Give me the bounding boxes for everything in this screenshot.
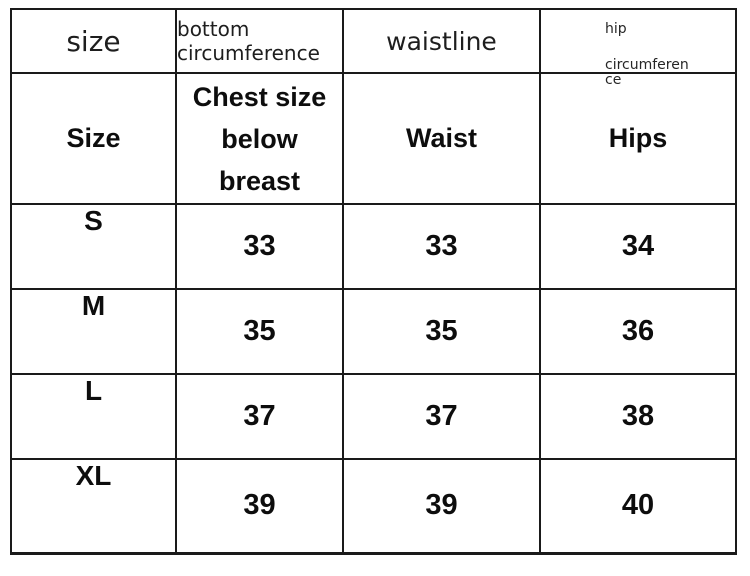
header-hips: Hips	[539, 72, 737, 205]
header-chest-line-1: Chest size	[192, 81, 327, 112]
chest-value-cell: 33	[175, 203, 344, 290]
waist-value-cell: 37	[342, 373, 541, 460]
header-waist: Waist	[342, 72, 541, 205]
circumference-word: circumference	[605, 57, 689, 88]
translated-header-bottom-circumference: bottom circumference	[175, 8, 344, 74]
waist-value-cell: 33	[342, 203, 541, 290]
header-chest-line-2: below	[221, 123, 298, 154]
table-row-l: L 37 37 38	[10, 373, 737, 460]
chest-value-cell: 39	[175, 458, 344, 555]
size-label-cell: L	[10, 373, 177, 460]
header-size: Size	[10, 72, 177, 205]
hip-word: hip	[605, 21, 627, 37]
translated-header-row: size bottom circumference waistline hip …	[10, 8, 737, 88]
hip-circumference-text: hip circumference	[605, 21, 725, 88]
chest-value-cell: 35	[175, 288, 344, 375]
waist-value-cell: 35	[342, 288, 541, 375]
header-chest: Chest size below breast	[175, 72, 344, 205]
chest-value-cell: 37	[175, 373, 344, 460]
hips-value-cell: 40	[539, 458, 737, 555]
table-row-xl: XL 39 39 40	[10, 458, 737, 555]
size-label-cell: S	[10, 203, 177, 290]
translated-header-size: size	[10, 8, 177, 74]
table-row-m: M 35 35 36	[10, 288, 737, 375]
size-chart-table: size bottom circumference waistline hip …	[10, 8, 737, 555]
table-row-s: S 33 33 34	[10, 203, 737, 290]
size-label-cell: M	[10, 288, 177, 375]
waist-value-cell: 39	[342, 458, 541, 555]
header-chest-line-3: breast	[218, 165, 301, 196]
hips-value-cell: 38	[539, 373, 737, 460]
size-label-cell: XL	[10, 458, 177, 555]
hips-value-cell: 36	[539, 288, 737, 375]
hips-value-cell: 34	[539, 203, 737, 290]
translated-header-waistline: waistline	[342, 8, 541, 74]
header-row: Size Chest size below breast Waist Hips	[10, 72, 737, 205]
translated-header-hip-circumference: hip circumference	[539, 8, 737, 88]
